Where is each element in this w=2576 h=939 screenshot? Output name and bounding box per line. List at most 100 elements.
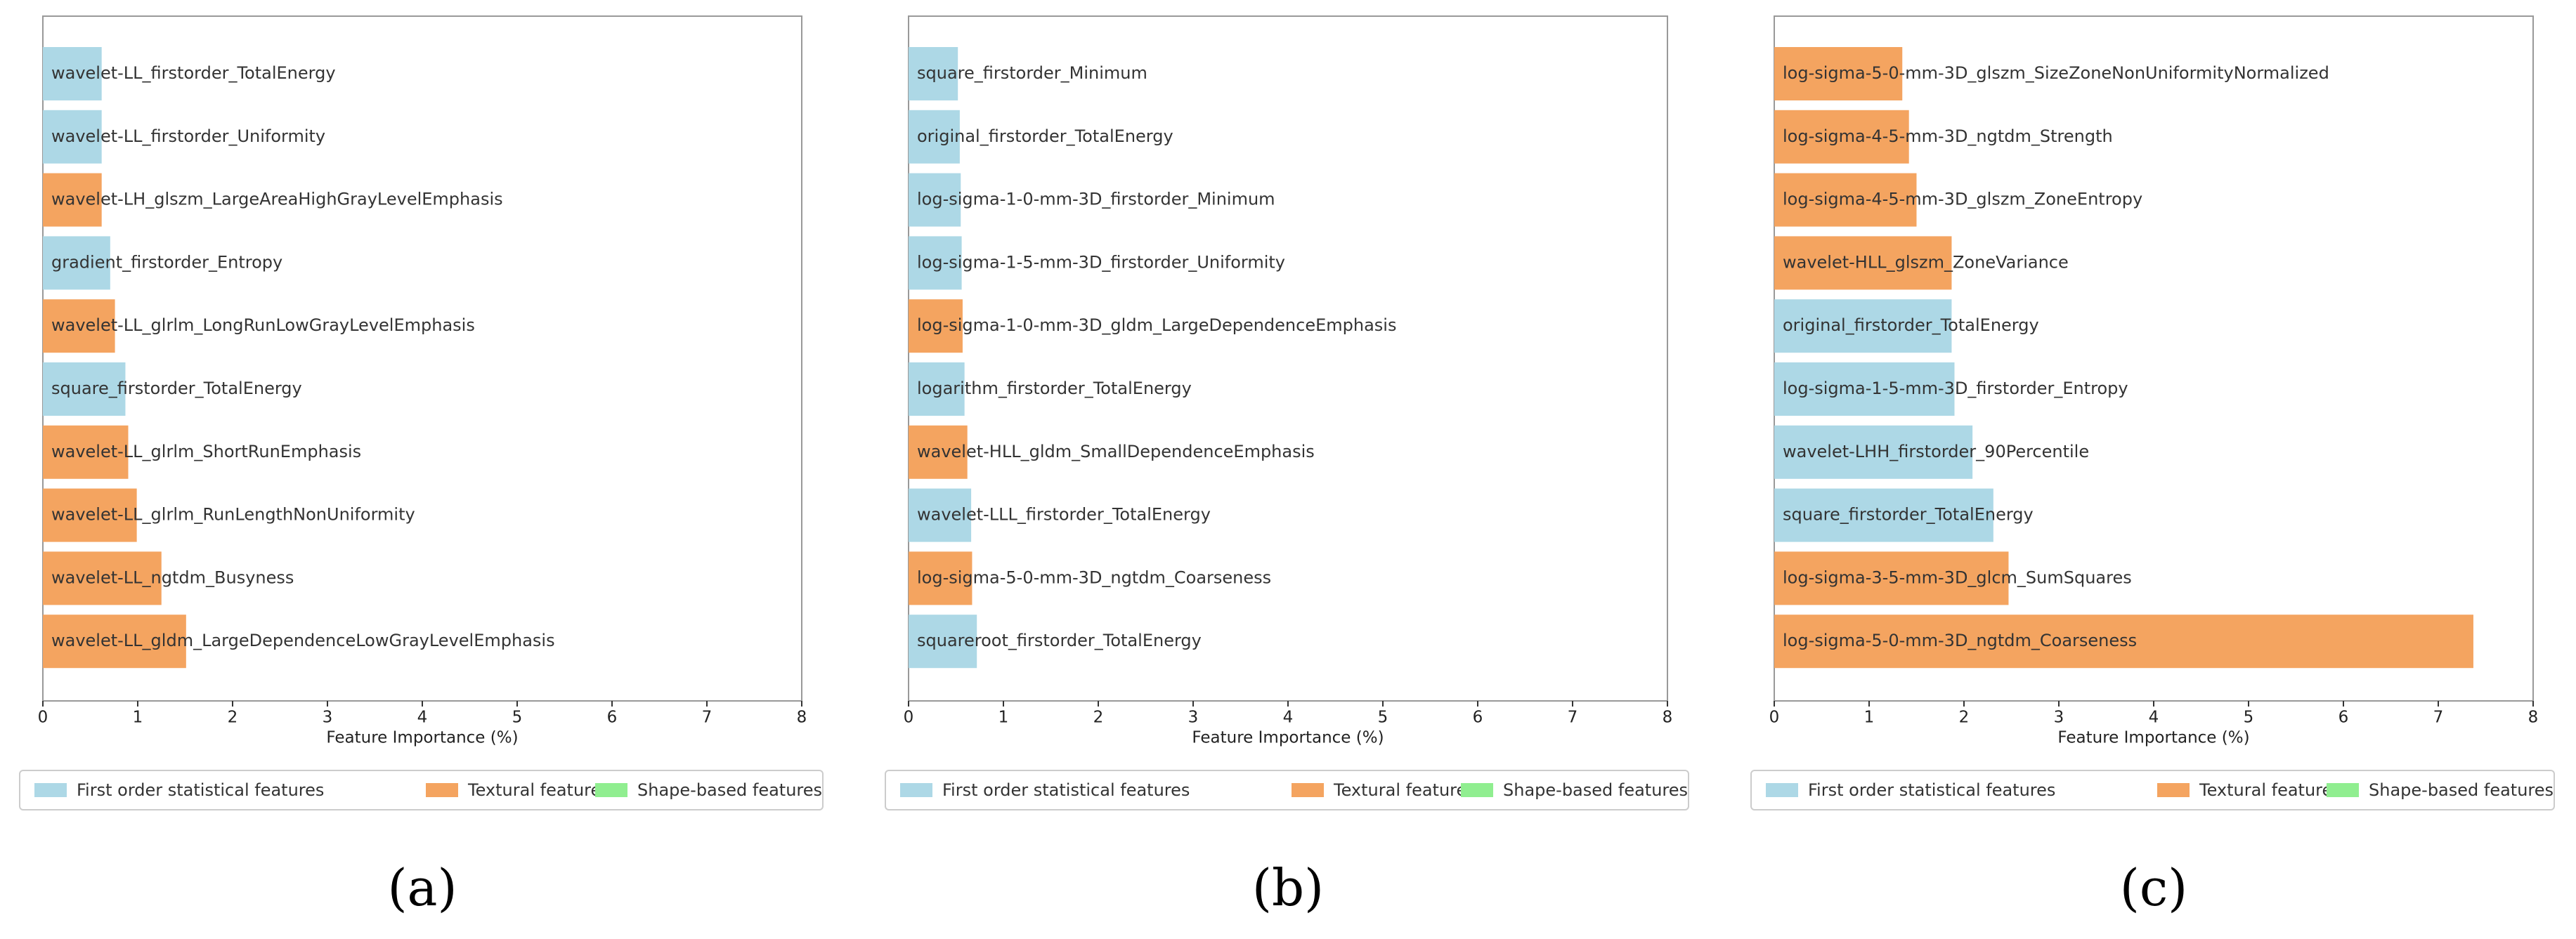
bar-label: square_firstorder_TotalEnergy bbox=[1783, 505, 2034, 525]
bar bbox=[43, 362, 126, 416]
legend-swatch bbox=[34, 783, 67, 797]
bar bbox=[909, 362, 965, 416]
x-tick-label: 0 bbox=[38, 709, 48, 727]
bar bbox=[1774, 488, 1993, 542]
x-tick-label: 3 bbox=[2054, 709, 2064, 727]
legend-label: Shape-based features bbox=[637, 780, 822, 800]
x-tick-label: 6 bbox=[1473, 709, 1483, 727]
panel-label: (c) bbox=[2120, 858, 2188, 917]
bar-label: log-sigma-4-5-mm-3D_glszm_ZoneEntropy bbox=[1783, 190, 2142, 209]
legend-label: Textural features bbox=[467, 780, 610, 800]
legend-label: Textural features bbox=[1333, 780, 1476, 800]
x-tick-label: 2 bbox=[1959, 709, 1970, 727]
legend-label: Textural features bbox=[2199, 780, 2341, 800]
x-tick-label: 1 bbox=[133, 709, 143, 727]
x-tick-label: 3 bbox=[1188, 709, 1199, 727]
bar-label: log-sigma-5-0-mm-3D_glszm_SizeZoneNonUni… bbox=[1783, 63, 2329, 83]
legend-box bbox=[1750, 770, 2555, 810]
bar-label: wavelet-LL_glrlm_RunLengthNonUniformity bbox=[51, 505, 415, 525]
x-tick-label: 8 bbox=[2528, 709, 2539, 727]
bar bbox=[43, 47, 102, 100]
bar-label: wavelet-LL_glrlm_LongRunLowGrayLevelEmph… bbox=[51, 315, 475, 335]
x-tick-label: 2 bbox=[228, 709, 238, 727]
bar bbox=[1774, 362, 1955, 416]
bar bbox=[1774, 236, 1952, 290]
bar-label: wavelet-LL_firstorder_TotalEnergy bbox=[51, 63, 336, 83]
legend-swatch bbox=[426, 783, 458, 797]
bar bbox=[909, 236, 962, 290]
x-axis-label: Feature Importance (%) bbox=[1192, 729, 1384, 747]
x-tick-label: 5 bbox=[512, 709, 523, 727]
legend-box bbox=[19, 770, 824, 810]
bar bbox=[43, 299, 115, 353]
bar bbox=[909, 299, 963, 353]
legend-label: First order statistical features bbox=[1808, 780, 2055, 800]
bar bbox=[1774, 110, 1909, 164]
x-axis-label: Feature Importance (%) bbox=[326, 729, 518, 747]
bar-label: log-sigma-3-5-mm-3D_glcm_SumSquares bbox=[1783, 567, 2132, 587]
legend-swatch bbox=[900, 783, 932, 797]
panel-label: (a) bbox=[387, 858, 457, 917]
plot-frame bbox=[908, 15, 1668, 702]
bar-label: wavelet-LLL_firstorder_TotalEnergy bbox=[917, 505, 1211, 525]
bar bbox=[1774, 551, 2009, 605]
legend-swatch bbox=[1766, 783, 1798, 797]
legend-label: Shape-based features bbox=[2369, 780, 2554, 800]
bar bbox=[43, 110, 102, 164]
x-tick-label: 6 bbox=[2338, 709, 2349, 727]
x-axis-label: Feature Importance (%) bbox=[2057, 729, 2249, 747]
bar-label: gradient_firstorder_Entropy bbox=[51, 252, 282, 272]
bar bbox=[1774, 425, 1973, 479]
x-tick-label: 7 bbox=[1568, 709, 1578, 727]
x-tick-label: 4 bbox=[1283, 709, 1294, 727]
x-tick-label: 7 bbox=[702, 709, 713, 727]
bar-label: log-sigma-5-0-mm-3D_ngtdm_Coarseness bbox=[917, 567, 1271, 587]
bar bbox=[1774, 615, 2473, 669]
x-tick-label: 6 bbox=[607, 709, 618, 727]
x-tick-label: 4 bbox=[2149, 709, 2159, 727]
legend-swatch bbox=[2327, 783, 2359, 797]
bar-label: wavelet-HLL_glszm_ZoneVariance bbox=[1783, 252, 2069, 272]
x-tick-label: 1 bbox=[998, 709, 1009, 727]
bar bbox=[1774, 173, 1917, 227]
bar-label: wavelet-LL_gldm_LargeDependenceLowGrayLe… bbox=[51, 631, 555, 650]
bar-label: square_firstorder_TotalEnergy bbox=[51, 379, 302, 398]
legend-swatch bbox=[1461, 783, 1493, 797]
bar bbox=[43, 551, 162, 605]
legend-label: First order statistical features bbox=[77, 780, 324, 800]
bar-label: wavelet-LH_glszm_LargeAreaHighGrayLevelE… bbox=[51, 190, 503, 209]
bar-label: wavelet-HLL_gldm_SmallDependenceEmphasis bbox=[917, 442, 1315, 461]
x-tick-label: 5 bbox=[2244, 709, 2254, 727]
panel-label: (b) bbox=[1252, 858, 1324, 917]
x-tick-label: 3 bbox=[323, 709, 333, 727]
bar bbox=[909, 615, 977, 669]
bar-label: original_firstorder_TotalEnergy bbox=[1783, 315, 2039, 335]
bar bbox=[909, 488, 972, 542]
bar bbox=[909, 173, 961, 227]
bar bbox=[43, 488, 137, 542]
bar-label: log-sigma-1-5-mm-3D_firstorder_Uniformit… bbox=[917, 252, 1285, 272]
x-tick-label: 8 bbox=[1663, 709, 1673, 727]
bar bbox=[1774, 47, 1903, 100]
x-tick-label: 1 bbox=[1864, 709, 1875, 727]
legend-swatch bbox=[1292, 783, 1324, 797]
bar-label: squareroot_firstorder_TotalEnergy bbox=[917, 631, 1202, 650]
bar-label: log-sigma-4-5-mm-3D_ngtdm_Strength bbox=[1783, 126, 2113, 146]
bar-label: log-sigma-5-0-mm-3D_ngtdm_Coarseness bbox=[1783, 631, 2137, 650]
bar-label: original_firstorder_TotalEnergy bbox=[917, 126, 1173, 146]
legend-box bbox=[885, 770, 1689, 810]
bar bbox=[1774, 299, 1952, 353]
bar bbox=[909, 551, 972, 605]
x-tick-label: 8 bbox=[797, 709, 807, 727]
bar bbox=[43, 615, 186, 669]
legend-label: First order statistical features bbox=[942, 780, 1190, 800]
bar-label: square_firstorder_Minimum bbox=[917, 63, 1147, 83]
x-tick-label: 0 bbox=[904, 709, 914, 727]
x-tick-label: 5 bbox=[1378, 709, 1388, 727]
bar-label: log-sigma-1-0-mm-3D_firstorder_Minimum bbox=[917, 190, 1275, 209]
bar-label: log-sigma-1-0-mm-3D_gldm_LargeDependence… bbox=[917, 315, 1396, 335]
bar bbox=[909, 110, 960, 164]
bar-label: wavelet-LHH_firstorder_90Percentile bbox=[1783, 442, 2089, 461]
x-tick-label: 7 bbox=[2433, 709, 2444, 727]
